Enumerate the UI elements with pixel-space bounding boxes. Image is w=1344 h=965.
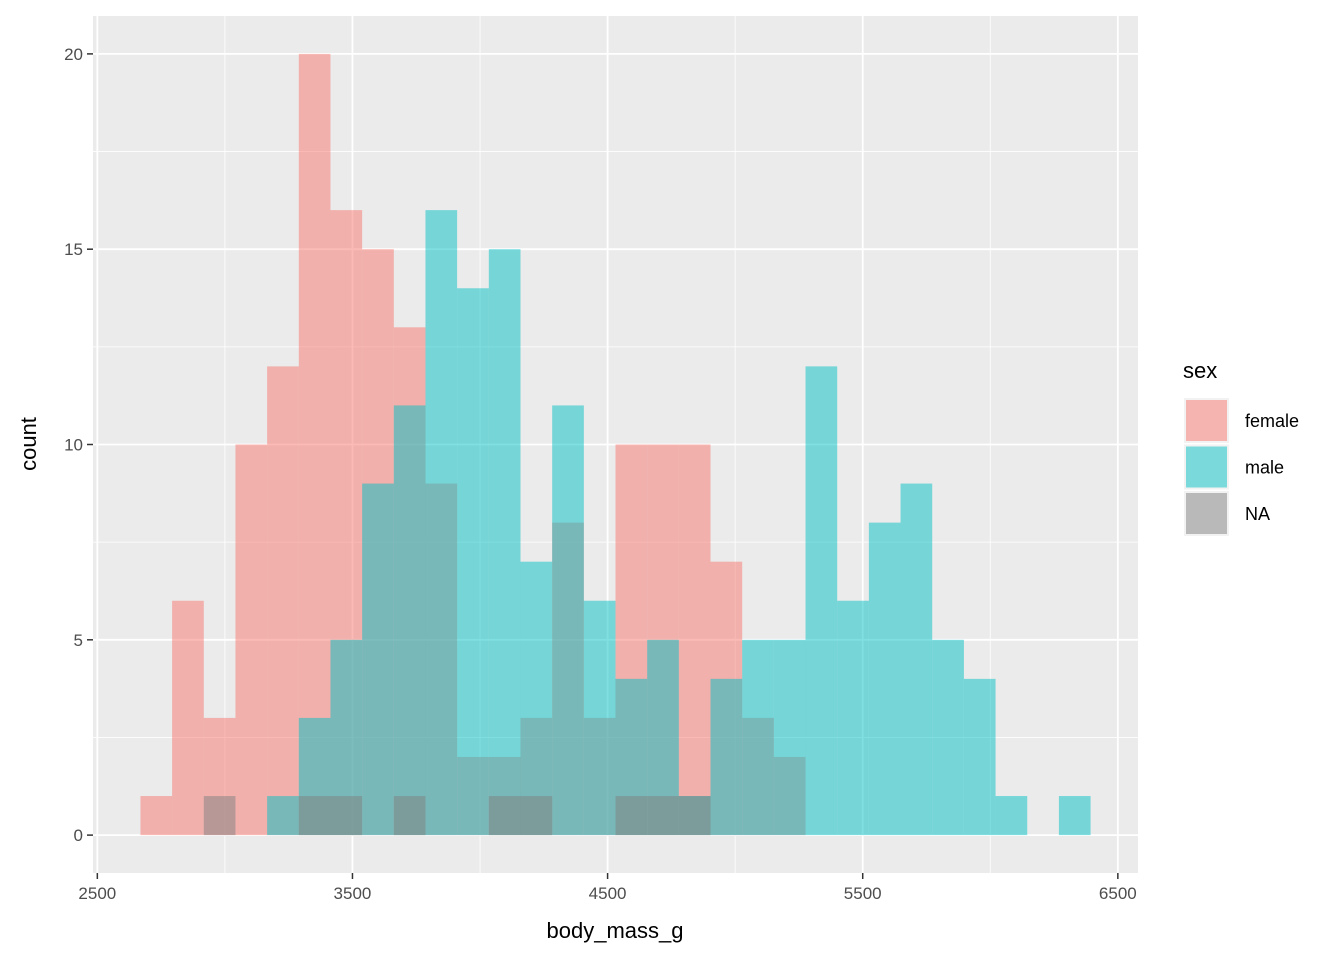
bar — [298, 796, 331, 836]
y-tick-label: 10 — [64, 436, 83, 455]
bar — [140, 796, 173, 836]
bar — [235, 444, 268, 836]
bar — [362, 483, 394, 836]
bar — [805, 366, 838, 836]
legend-title: sex — [1183, 358, 1217, 383]
bar — [520, 561, 553, 836]
bar — [488, 796, 521, 836]
bar — [1058, 796, 1091, 836]
legend-swatch — [1186, 446, 1227, 488]
bar — [963, 678, 996, 836]
bar — [742, 639, 774, 836]
bar — [425, 210, 458, 836]
bar — [298, 53, 331, 836]
bar — [203, 796, 236, 836]
bar — [678, 444, 711, 836]
bar — [457, 288, 489, 836]
x-tick-label: 6500 — [1099, 884, 1137, 903]
y-tick-label: 5 — [74, 631, 83, 650]
bar — [868, 522, 901, 836]
bar — [393, 405, 426, 836]
bar — [837, 600, 869, 836]
bar — [552, 405, 584, 836]
bar — [995, 796, 1028, 836]
bar — [647, 796, 679, 836]
legend-label: female — [1245, 411, 1299, 431]
legend-label: NA — [1245, 504, 1270, 524]
bar — [615, 796, 648, 836]
bar — [393, 796, 426, 836]
bar — [267, 366, 299, 836]
x-tick-label: 5500 — [844, 884, 882, 903]
x-tick-label: 4500 — [589, 884, 627, 903]
bar — [583, 600, 616, 836]
bar — [900, 483, 933, 836]
bar — [678, 796, 711, 836]
bar — [267, 796, 299, 836]
legend-swatch — [1186, 400, 1227, 441]
x-tick-label: 3500 — [334, 884, 372, 903]
bar — [710, 678, 743, 836]
bar — [773, 639, 806, 836]
legend-label: male — [1245, 458, 1284, 478]
bar — [330, 796, 363, 836]
bar — [520, 796, 553, 836]
x-axis-label: body_mass_g — [547, 918, 684, 943]
y-tick-label: 0 — [74, 826, 83, 845]
bar — [932, 639, 964, 836]
x-tick-label: 2500 — [78, 884, 116, 903]
y-axis-label: count — [16, 417, 41, 471]
bar — [172, 600, 204, 836]
y-tick-label: 20 — [64, 45, 83, 64]
y-tick-label: 15 — [64, 240, 83, 259]
legend-swatch — [1186, 493, 1227, 534]
bar — [488, 249, 521, 836]
